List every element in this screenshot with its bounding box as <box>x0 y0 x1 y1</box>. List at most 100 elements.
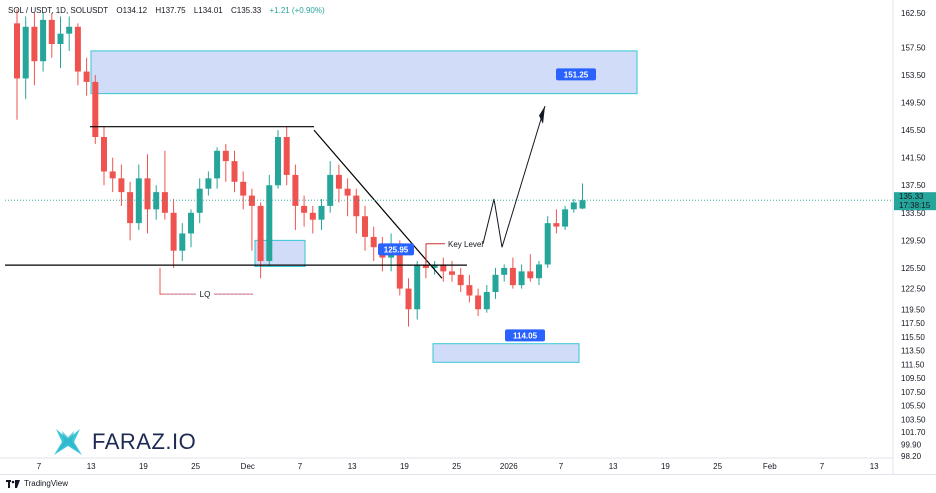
candle-body <box>457 274 464 286</box>
candle-body <box>109 171 116 179</box>
brand-watermark: FARAZ.IO <box>52 425 196 459</box>
x-tick-label: 2026 <box>500 462 518 471</box>
trend-line <box>313 129 443 279</box>
candle-body <box>518 271 525 286</box>
candle-body <box>440 264 447 272</box>
x-tick-label: 19 <box>139 462 148 471</box>
candle-body <box>527 271 534 279</box>
price-tag-countdown: 17:38:15 <box>899 201 931 210</box>
x-tick-label: Dec <box>241 462 255 471</box>
projection-path <box>482 105 546 248</box>
candle-body <box>570 202 577 210</box>
candle-body <box>83 71 90 82</box>
x-tick-label: 7 <box>559 462 564 471</box>
y-tick-label: 103.50 <box>901 415 926 424</box>
support-zone <box>432 343 580 363</box>
candle-body <box>74 26 81 72</box>
x-tick-label: 7 <box>298 462 303 471</box>
symbol-header: SOL / USDT, 1D, SOLUSDT O134.12 H137.75 … <box>8 6 325 15</box>
target-price-label-bg <box>556 68 596 81</box>
candle-body <box>422 264 429 268</box>
y-tick-label: 111.50 <box>901 360 925 369</box>
candle-body <box>188 212 194 234</box>
candle-body <box>405 288 412 310</box>
candle-body <box>248 195 255 206</box>
x-tick-label: 13 <box>348 462 357 471</box>
price-tag-value: 135.33 <box>899 192 924 201</box>
candle-body <box>483 292 490 310</box>
entry-price-label-text: 125.95 <box>384 245 409 254</box>
candle-body <box>48 19 55 45</box>
support-price-label-bg <box>505 329 545 342</box>
y-tick-label: 129.50 <box>901 236 926 245</box>
target-price-label-text: 151.25 <box>564 70 589 79</box>
key-level-bracket <box>425 243 445 264</box>
candle-body <box>22 26 29 79</box>
x-tick-label: 19 <box>400 462 409 471</box>
candle-body <box>475 295 482 310</box>
candle-body <box>170 212 177 251</box>
candle-body <box>144 178 151 210</box>
candle-body <box>466 285 473 296</box>
candle-body <box>344 188 351 196</box>
x-tick-label: 25 <box>452 462 461 471</box>
y-tick-label: 157.50 <box>901 43 926 52</box>
x-tick-label: 25 <box>191 462 200 471</box>
candle-body <box>101 137 107 172</box>
tradingview-text: TradingView <box>24 479 69 488</box>
y-tick-label: 107.50 <box>901 388 926 397</box>
x-tick-label: 7 <box>820 462 825 471</box>
lq-text: LQ <box>200 290 211 299</box>
brand-logo-icon <box>54 429 82 455</box>
candle-body <box>449 271 455 275</box>
lq-label-bg <box>196 289 214 300</box>
candle-body <box>161 192 168 213</box>
candle-body <box>362 216 368 237</box>
candle-body <box>214 150 221 179</box>
candle-body <box>353 195 360 217</box>
y-tick-label: 137.50 <box>901 181 926 190</box>
target-zone <box>90 50 638 95</box>
candle-body <box>266 185 273 262</box>
y-tick-label: 125.50 <box>901 264 926 273</box>
candle-body <box>509 267 516 286</box>
symbol-title[interactable]: SOL / USDT, 1D, SOLUSDT <box>8 6 109 15</box>
open-value: O134.12 <box>116 6 148 15</box>
x-tick-label: 7 <box>37 462 42 471</box>
candle-body <box>283 137 290 175</box>
y-tick-label: 141.50 <box>901 154 926 163</box>
high-value: H137.75 <box>155 6 186 15</box>
candle-body <box>292 174 299 206</box>
x-tick-label: 19 <box>661 462 670 471</box>
y-tick-label: 119.50 <box>901 305 925 314</box>
candle-body <box>318 205 325 220</box>
candle-body <box>579 200 586 209</box>
key-level-text: Key Level <box>448 240 483 249</box>
projection-arrowhead <box>539 106 545 124</box>
y-tick-label: 117.50 <box>901 319 925 328</box>
candle-body <box>118 178 125 193</box>
candle-body <box>14 23 20 79</box>
entry-price-label-bg <box>378 243 414 256</box>
y-tick-label: 98.20 <box>901 452 922 461</box>
candle-body <box>370 236 377 248</box>
y-tick-label: 115.50 <box>901 333 925 342</box>
candle-body <box>153 192 160 210</box>
y-tick-label: 133.50 <box>901 209 926 218</box>
tradingview-logo[interactable]: TradingView <box>6 479 68 488</box>
low-value: L134.01 <box>193 6 223 15</box>
x-tick-label: 13 <box>870 462 879 471</box>
tradingview-icon <box>6 479 20 488</box>
candle-body <box>492 274 499 293</box>
price-tag-bg <box>894 192 936 211</box>
y-tick-label: 101.70 <box>901 428 926 437</box>
candle-body <box>40 19 47 62</box>
candle-body <box>231 161 238 182</box>
y-tick-label: 162.50 <box>901 9 926 18</box>
y-tick-label: 99.90 <box>901 440 922 449</box>
x-tick-label: 13 <box>609 462 618 471</box>
candle-body <box>196 188 203 213</box>
support-price-label-text: 114.05 <box>513 331 538 340</box>
